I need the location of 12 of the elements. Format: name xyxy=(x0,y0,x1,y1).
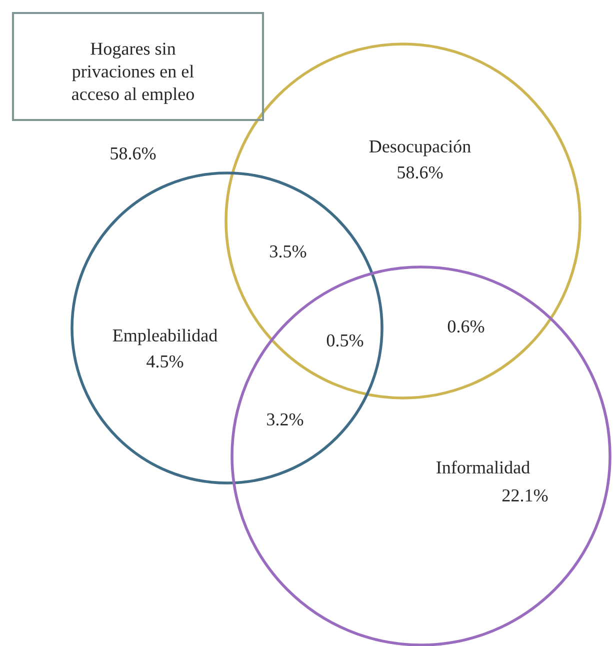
text: 0.6% xyxy=(448,320,484,333)
data-label: 58.6% xyxy=(110,147,156,160)
category-label: Informalidad xyxy=(436,460,530,474)
text: 0.5% xyxy=(326,334,364,347)
data-label: 58.6% xyxy=(398,166,443,179)
text: 3.2% xyxy=(267,413,304,426)
data-label: 22.1% xyxy=(502,489,548,502)
category-label: Desocupación xyxy=(369,140,471,156)
category-label: Empleabilidad xyxy=(112,328,218,346)
category-label: Hogares sin privaciones en el acceso al empleo xyxy=(72,42,194,104)
data-label: 4.5% xyxy=(146,355,184,368)
text: 3.5% xyxy=(270,245,306,258)
